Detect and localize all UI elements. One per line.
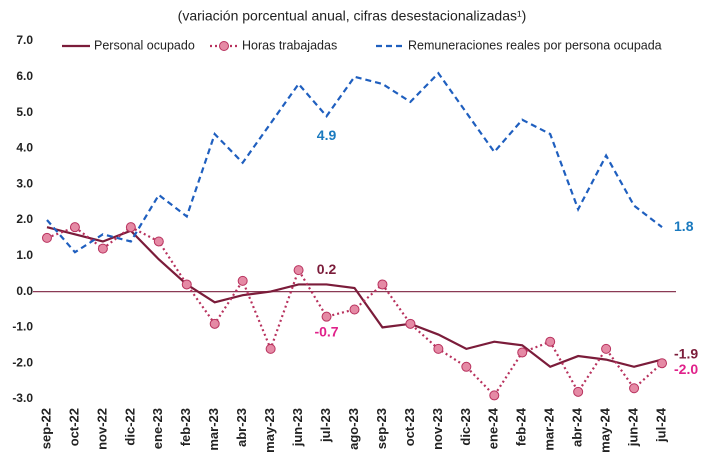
x-tick-label: jun-24: [626, 407, 641, 447]
x-tick-label: may-24: [598, 407, 613, 453]
y-tick-label: 7.0: [16, 33, 33, 47]
marker: [69, 222, 80, 233]
y-tick-label: 0.0: [16, 284, 33, 298]
x-tick-label: ene-23: [150, 408, 165, 449]
marker: [405, 318, 416, 329]
chart-title: (variación porcentual anual, cifras dese…: [178, 8, 527, 24]
x-tick-label: jul-23: [318, 408, 333, 443]
y-tick-label: 2.0: [16, 212, 33, 226]
value-label: -2.0: [674, 361, 698, 377]
marker: [321, 311, 332, 322]
y-tick-label: -1.0: [12, 320, 33, 334]
series-line: [46, 71, 663, 254]
series-line: [46, 226, 663, 369]
x-tick-label: ene-24: [486, 407, 501, 449]
y-tick-label: -2.0: [12, 355, 33, 369]
marker: [545, 336, 556, 347]
marker: [41, 232, 52, 243]
x-tick-label: dic-22: [122, 408, 137, 446]
x-tick-label: oct-23: [402, 408, 417, 446]
legend-label: Personal ocupado: [94, 38, 195, 52]
y-tick-label: 1.0: [16, 248, 33, 262]
x-tick-label: nov-23: [430, 408, 445, 450]
legend-marker: [219, 41, 229, 51]
value-label: 1.8: [674, 218, 694, 234]
marker: [209, 318, 220, 329]
marker: [461, 361, 472, 372]
marker: [293, 265, 304, 276]
y-tick-label: 4.0: [16, 141, 33, 155]
marker: [489, 390, 500, 401]
x-tick-label: nov-22: [94, 408, 109, 450]
x-tick-label: ago-23: [346, 408, 361, 450]
marker: [377, 279, 388, 290]
marker: [265, 343, 276, 354]
legend-label: Remuneraciones reales por persona ocupad…: [408, 38, 662, 52]
marker: [237, 275, 248, 286]
x-tick-label: mar-24: [542, 407, 557, 450]
x-tick-label: oct-22: [66, 408, 81, 446]
marker: [181, 279, 192, 290]
marker: [153, 236, 164, 247]
value-label: 0.2: [317, 261, 337, 277]
marker: [349, 304, 360, 315]
x-tick-label: jun-23: [290, 408, 305, 447]
x-tick-label: mar-23: [206, 408, 221, 451]
marker: [433, 343, 444, 354]
x-tick-label: abr-23: [234, 408, 249, 447]
marker: [517, 347, 528, 358]
value-label: 4.9: [317, 127, 337, 143]
value-label: -1.9: [674, 345, 698, 361]
x-tick-label: jul-24: [653, 407, 668, 443]
value-label: -0.7: [314, 323, 338, 339]
marker: [125, 222, 136, 233]
x-tick-label: dic-23: [458, 408, 473, 446]
x-tick-label: sep-23: [374, 408, 389, 449]
y-tick-label: 6.0: [16, 69, 33, 83]
x-tick-label: sep-22: [38, 408, 53, 449]
y-tick-label: 3.0: [16, 176, 33, 190]
x-tick-label: feb-24: [514, 407, 529, 446]
series-line: [46, 225, 663, 398]
marker: [601, 343, 612, 354]
marker: [97, 243, 108, 254]
marker: [629, 383, 640, 394]
x-tick-label: may-23: [262, 408, 277, 453]
x-tick-label: abr-24: [570, 407, 585, 447]
y-tick-label: 5.0: [16, 105, 33, 119]
marker: [573, 386, 584, 397]
x-tick-label: feb-23: [178, 408, 193, 446]
legend-label: Horas trabajadas: [242, 38, 337, 52]
y-tick-label: -3.0: [12, 391, 33, 405]
marker: [657, 358, 668, 369]
